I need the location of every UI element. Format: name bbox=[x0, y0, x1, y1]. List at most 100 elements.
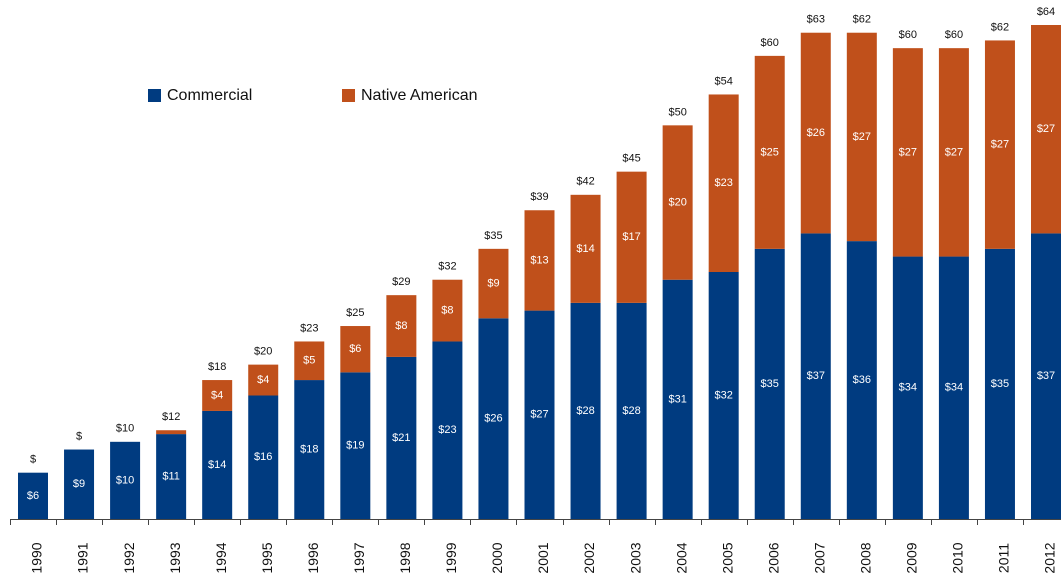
bar-segment bbox=[938, 256, 969, 519]
total-label: $29 bbox=[392, 276, 410, 288]
bar-segment bbox=[340, 326, 371, 373]
x-tick-label: 1991 bbox=[75, 542, 91, 573]
x-tick-label: 1995 bbox=[259, 542, 275, 573]
value-label: $34 bbox=[899, 382, 917, 394]
bar-segment bbox=[294, 341, 325, 381]
bar-segment bbox=[478, 318, 509, 519]
total-label: $60 bbox=[899, 29, 917, 41]
bar-segment bbox=[938, 48, 969, 257]
x-tick-label: 1994 bbox=[213, 542, 229, 573]
value-label: $27 bbox=[530, 409, 548, 421]
value-label: $23 bbox=[715, 177, 733, 189]
bar-segment bbox=[570, 194, 601, 303]
value-label: $17 bbox=[622, 231, 640, 243]
value-label: $6 bbox=[27, 490, 39, 502]
value-label: $27 bbox=[945, 146, 963, 158]
x-tick-label: 2008 bbox=[858, 542, 874, 573]
value-label: $26 bbox=[807, 127, 825, 139]
x-tick-label: 2002 bbox=[581, 542, 597, 573]
value-label: $14 bbox=[208, 459, 226, 471]
value-label: $11 bbox=[162, 470, 180, 482]
value-label: $35 bbox=[761, 378, 779, 390]
total-label: $39 bbox=[530, 191, 548, 203]
value-label: $27 bbox=[1037, 123, 1055, 135]
value-label: $4 bbox=[257, 374, 269, 386]
bar-segment bbox=[800, 32, 831, 234]
x-tick-label: 2000 bbox=[489, 542, 505, 573]
bar-segment bbox=[570, 302, 601, 519]
bar-segment bbox=[478, 248, 509, 319]
bar-segment bbox=[432, 341, 463, 519]
legend-label: Native American bbox=[361, 87, 478, 104]
x-tick-label: 2010 bbox=[950, 542, 966, 573]
total-label: $ bbox=[30, 454, 36, 466]
value-label: $21 bbox=[392, 432, 410, 444]
total-label: $62 bbox=[991, 21, 1009, 33]
total-label: $50 bbox=[668, 106, 686, 118]
x-tick-label: 2003 bbox=[627, 542, 643, 573]
bar-segment bbox=[248, 364, 279, 396]
value-label: $28 bbox=[576, 405, 594, 417]
bar-segment bbox=[616, 302, 647, 519]
bar-segment bbox=[156, 434, 187, 519]
total-label: $45 bbox=[622, 153, 640, 165]
bar-segment bbox=[386, 295, 417, 357]
value-label: $8 bbox=[441, 305, 453, 317]
value-label: $36 bbox=[853, 374, 871, 386]
x-tick-label: 1998 bbox=[397, 542, 413, 573]
value-label: $18 bbox=[300, 443, 318, 455]
bar-segment bbox=[110, 441, 141, 519]
x-tick-label: 1999 bbox=[443, 542, 459, 573]
x-tick-label: 2006 bbox=[765, 542, 781, 573]
total-label: $64 bbox=[1037, 6, 1055, 18]
bar-segment bbox=[524, 310, 555, 519]
bar-segment bbox=[846, 32, 877, 242]
value-label: $14 bbox=[576, 243, 594, 255]
x-tick-label: 2007 bbox=[811, 542, 827, 573]
x-tick-label: 2009 bbox=[904, 542, 920, 573]
bar-segment bbox=[800, 233, 831, 519]
value-label: $25 bbox=[761, 146, 779, 158]
bar-segment bbox=[432, 279, 463, 342]
value-label: $8 bbox=[395, 320, 407, 332]
bar-segment bbox=[846, 241, 877, 519]
value-label: $13 bbox=[530, 254, 548, 266]
value-label: $27 bbox=[991, 139, 1009, 151]
total-label: $63 bbox=[807, 14, 825, 26]
value-label: $27 bbox=[853, 131, 871, 143]
value-label: $31 bbox=[668, 393, 686, 405]
total-label: $12 bbox=[162, 411, 180, 423]
total-label: $18 bbox=[208, 361, 226, 373]
x-tick-label: 1993 bbox=[167, 542, 183, 573]
value-label: $9 bbox=[73, 478, 85, 490]
value-label: $23 bbox=[438, 424, 456, 436]
total-label: $20 bbox=[254, 346, 272, 358]
bar-segment bbox=[984, 40, 1015, 249]
bar-segment bbox=[892, 256, 923, 519]
x-tick-label: 2001 bbox=[535, 542, 551, 573]
total-label: $ bbox=[76, 430, 82, 442]
bar-segment bbox=[708, 272, 739, 519]
total-label: $60 bbox=[761, 37, 779, 49]
x-tick-label: 1997 bbox=[351, 542, 367, 573]
value-label: $16 bbox=[254, 451, 272, 463]
bar-segment bbox=[984, 248, 1015, 519]
value-label: $35 bbox=[991, 378, 1009, 390]
value-label: $5 bbox=[303, 355, 315, 367]
total-label: $35 bbox=[484, 230, 502, 242]
legend-swatch bbox=[148, 89, 161, 102]
value-label: $28 bbox=[622, 405, 640, 417]
x-tick-label: 1996 bbox=[305, 542, 321, 573]
value-label: $9 bbox=[487, 277, 499, 289]
total-label: $10 bbox=[116, 423, 134, 435]
bar-segment bbox=[662, 279, 693, 519]
bar-segment bbox=[248, 395, 279, 519]
x-tick-label: 2012 bbox=[1042, 542, 1058, 573]
bar-segment bbox=[340, 372, 371, 519]
value-label: $37 bbox=[807, 370, 825, 382]
bar-segment bbox=[386, 356, 417, 519]
value-label: $19 bbox=[346, 440, 364, 452]
value-label: $6 bbox=[349, 343, 361, 355]
total-label: $23 bbox=[300, 322, 318, 334]
value-label: $20 bbox=[668, 196, 686, 208]
